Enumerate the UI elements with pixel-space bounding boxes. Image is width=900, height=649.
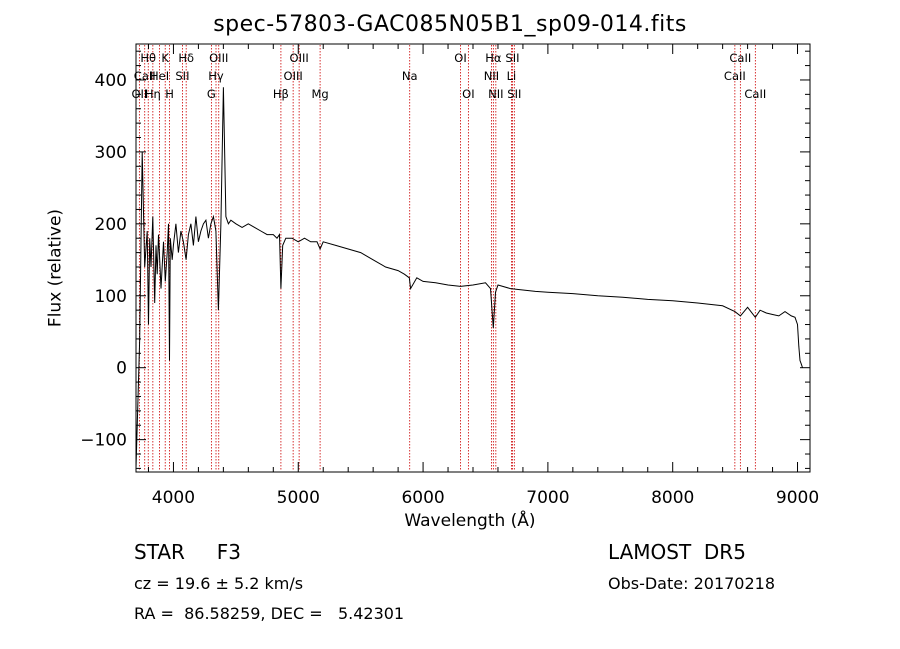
line-label: Li xyxy=(507,69,517,83)
object-class: STAR F3 xyxy=(134,540,241,564)
observation-date: Obs-Date: 20170218 xyxy=(608,574,776,593)
line-label: NII xyxy=(488,87,503,101)
line-label: Hδ xyxy=(178,51,194,65)
line-label: H xyxy=(165,87,174,101)
redshift-velocity: cz = 19.6 ± 5.2 km/s xyxy=(134,574,304,593)
x-tick-label: 5000 xyxy=(277,488,320,508)
line-label: SII xyxy=(505,51,519,65)
x-tick-label: 8000 xyxy=(651,488,694,508)
line-label: Hη xyxy=(145,87,161,101)
line-label: K xyxy=(161,51,169,65)
line-label: Hγ xyxy=(208,69,224,83)
x-tick-label: 9000 xyxy=(776,488,819,508)
line-label: OIII xyxy=(290,51,309,65)
y-tick-label: 400 xyxy=(95,71,127,91)
survey-name: LAMOST DR5 xyxy=(608,540,746,564)
y-axis-label: Flux (relative) xyxy=(45,208,66,328)
line-label: Hθ xyxy=(140,51,156,65)
line-label: HeI xyxy=(150,69,169,83)
y-tick-label: 300 xyxy=(95,143,127,163)
line-label: OI xyxy=(462,87,474,101)
y-tick-label: 0 xyxy=(116,359,127,379)
line-label: CaII xyxy=(744,87,766,101)
chart-title: spec-57803-GAC085N05B1_sp09-014.fits xyxy=(213,12,687,37)
line-label: Na xyxy=(402,69,418,83)
line-label: Mg xyxy=(311,87,328,101)
x-tick-label: 7000 xyxy=(526,488,569,508)
x-tick-label: 6000 xyxy=(401,488,444,508)
line-label: SII xyxy=(507,87,521,101)
line-label: CaII xyxy=(724,69,746,83)
line-label: Hα xyxy=(485,51,502,65)
x-axis-label: Wavelength (Å) xyxy=(404,511,536,531)
axis-ticks xyxy=(136,44,810,472)
spectrum-line xyxy=(135,87,803,469)
line-label: G xyxy=(207,87,216,101)
line-label: OI xyxy=(454,51,466,65)
line-label: Hβ xyxy=(273,87,289,101)
line-label: SII xyxy=(175,69,189,83)
y-tick-label: 200 xyxy=(95,215,127,235)
line-label: CaII xyxy=(729,51,751,65)
plot-frame xyxy=(135,43,811,473)
spectral-line-markers xyxy=(138,45,756,471)
coordinates: RA = 86.58259, DEC = 5.42301 xyxy=(134,604,405,623)
axis-tick-labels: 4000 5000 6000 7000 8000 9000 −100 0 100 200 300 40… xyxy=(80,71,819,508)
line-label: OIII xyxy=(284,69,303,83)
y-tick-label: 100 xyxy=(95,287,127,307)
y-tick-label: −100 xyxy=(80,431,127,451)
line-label: OIII xyxy=(209,51,228,65)
x-tick-label: 4000 xyxy=(152,488,195,508)
line-label: NII xyxy=(484,69,499,83)
